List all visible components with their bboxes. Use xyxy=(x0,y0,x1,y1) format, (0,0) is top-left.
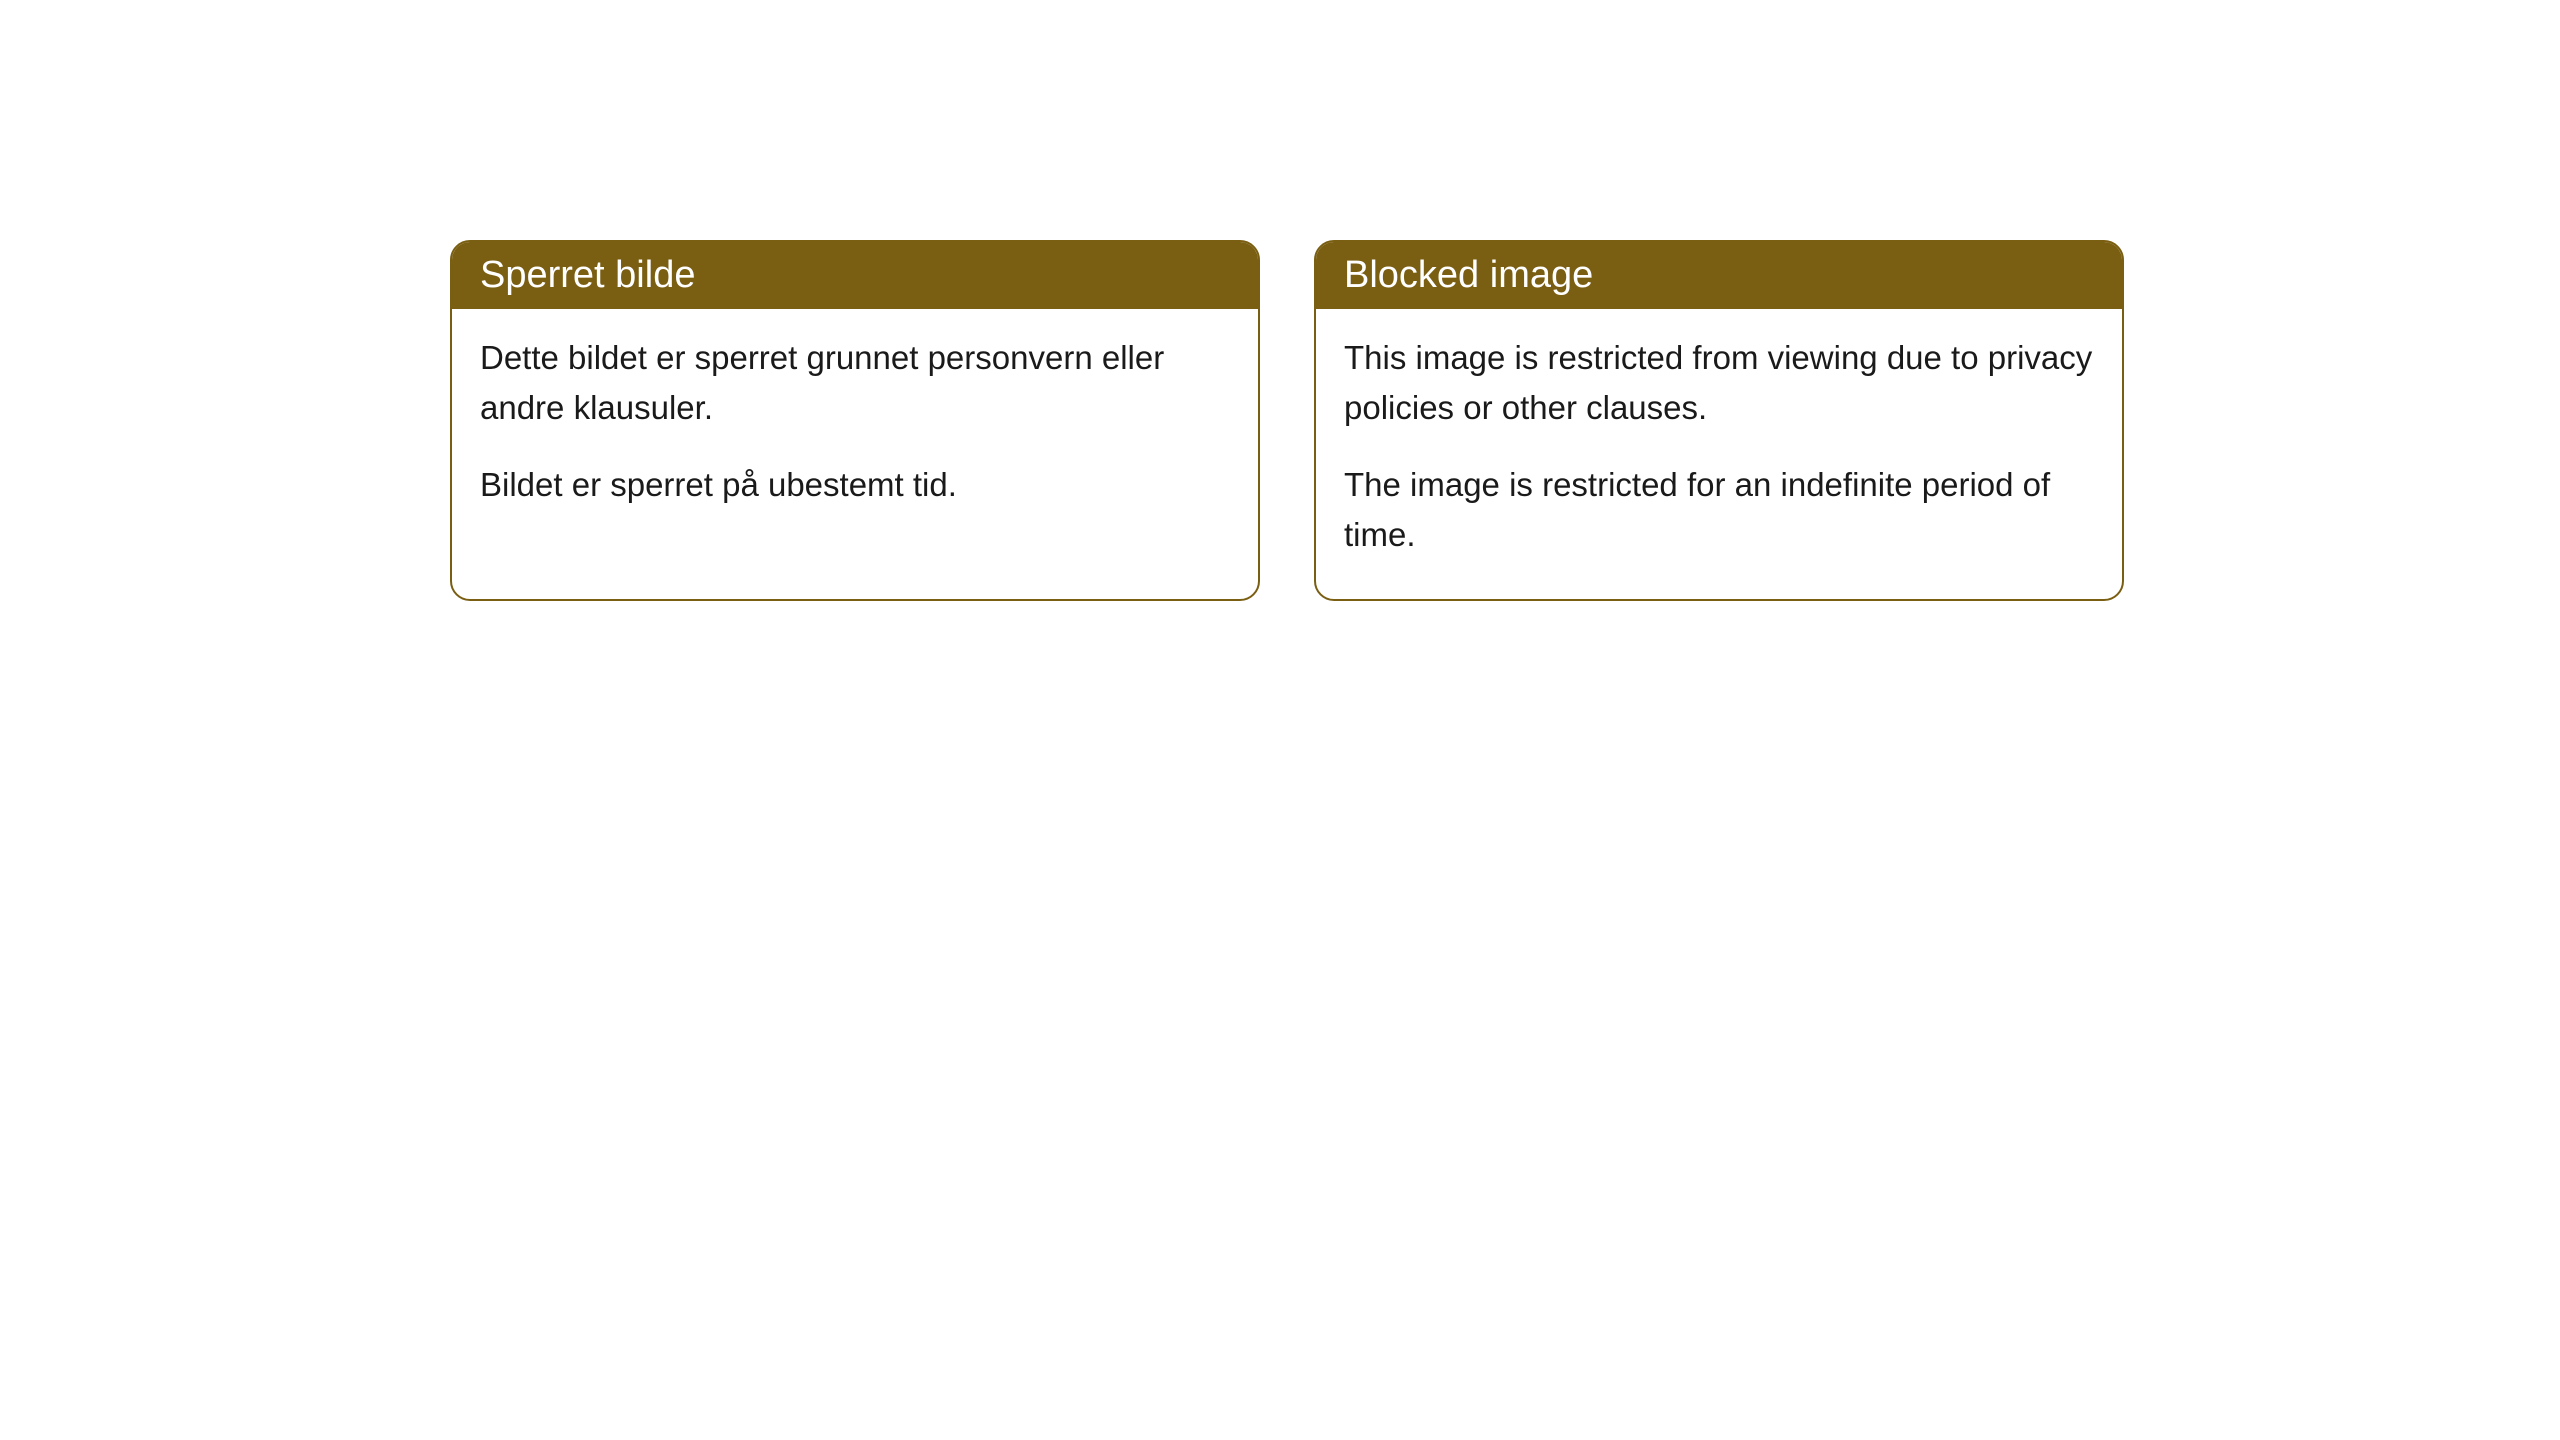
card-header-english: Blocked image xyxy=(1316,242,2122,309)
card-body-english: This image is restricted from viewing du… xyxy=(1316,309,2122,599)
card-body-norwegian: Dette bildet er sperret grunnet personve… xyxy=(452,309,1258,550)
card-paragraph-2-norwegian: Bildet er sperret på ubestemt tid. xyxy=(480,460,1230,510)
cards-container: Sperret bilde Dette bildet er sperret gr… xyxy=(450,240,2124,601)
card-paragraph-1-norwegian: Dette bildet er sperret grunnet personve… xyxy=(480,333,1230,432)
blocked-image-card-norwegian: Sperret bilde Dette bildet er sperret gr… xyxy=(450,240,1260,601)
blocked-image-card-english: Blocked image This image is restricted f… xyxy=(1314,240,2124,601)
card-paragraph-2-english: The image is restricted for an indefinit… xyxy=(1344,460,2094,559)
card-header-norwegian: Sperret bilde xyxy=(452,242,1258,309)
card-paragraph-1-english: This image is restricted from viewing du… xyxy=(1344,333,2094,432)
